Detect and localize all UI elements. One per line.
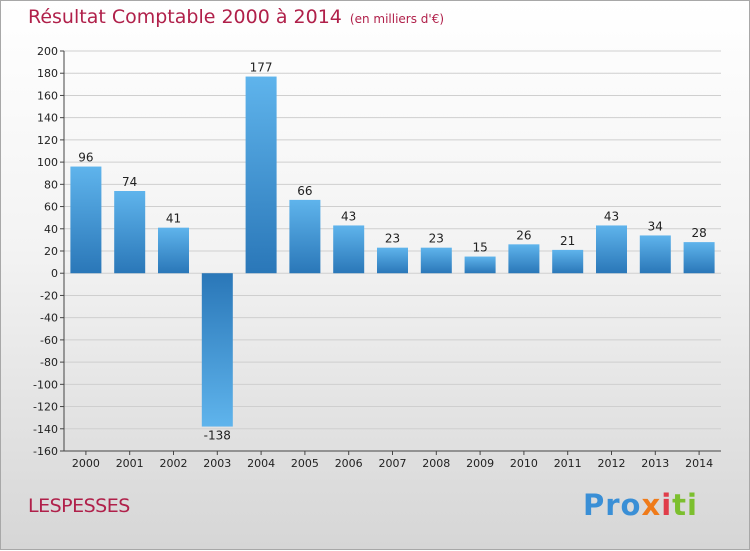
x-tick-label: 2011 <box>554 457 582 470</box>
logo-part-4: ti <box>672 488 698 522</box>
title-text: Résultat Comptable 2000 à 2014 <box>28 6 342 28</box>
x-tick-label: 2003 <box>203 457 231 470</box>
bars <box>70 76 715 427</box>
y-tick-label: -120 <box>33 401 58 414</box>
data-label: -138 <box>204 429 231 443</box>
y-tick-label: 200 <box>37 45 58 58</box>
y-tick-label: 40 <box>44 223 58 236</box>
bar-2006 <box>333 225 365 274</box>
bar-2013 <box>639 235 671 274</box>
data-label: 74 <box>122 175 137 189</box>
data-label: 26 <box>516 228 531 242</box>
y-tick-label: -160 <box>33 445 58 458</box>
bar-2009 <box>464 256 496 274</box>
y-tick-label: 100 <box>37 156 58 169</box>
y-tick-label: 80 <box>44 178 58 191</box>
x-tick-label: 2013 <box>641 457 669 470</box>
x-tick-label: 2008 <box>422 457 450 470</box>
chart-title: Résultat Comptable 2000 à 2014 (en millie… <box>28 6 444 28</box>
data-label: 28 <box>691 226 706 240</box>
x-tick-label: 2007 <box>379 457 407 470</box>
data-label: 66 <box>297 184 312 198</box>
logo-part-1: Pro <box>583 488 642 522</box>
data-labels: 96 74 41 -138 177 66 43 23 23 15 26 21 43 34 28 <box>78 61 706 443</box>
bar-2004 <box>245 76 277 274</box>
x-tick-label: 2000 <box>72 457 100 470</box>
x-tick-label: 2005 <box>291 457 319 470</box>
y-tick-label: -40 <box>40 312 58 325</box>
axes: 200180160140120100806040200-20-40-60-80-… <box>33 45 721 470</box>
bar-2002 <box>158 227 189 274</box>
commune-name: LESPESSES <box>28 495 130 517</box>
bar-2014 <box>683 242 715 274</box>
y-tick-label: -80 <box>40 356 58 369</box>
logo-part-3: i <box>661 488 673 522</box>
data-label: 23 <box>429 232 444 246</box>
y-tick-label: 0 <box>51 267 58 280</box>
bar-2010 <box>508 244 540 274</box>
y-tick-label: -20 <box>40 289 58 302</box>
data-label: 15 <box>472 241 487 255</box>
x-tick-label: 2001 <box>116 457 144 470</box>
bar-2001 <box>114 191 146 274</box>
y-tick-label: 20 <box>44 245 58 258</box>
proxiti-logo[interactable]: Proxiti <box>583 488 698 522</box>
data-label: 21 <box>560 234 575 248</box>
x-tick-label: 2006 <box>335 457 363 470</box>
data-label: 96 <box>78 151 93 165</box>
x-tick-label: 2012 <box>598 457 626 470</box>
x-tick-label: 2009 <box>466 457 494 470</box>
x-tick-label: 2014 <box>685 457 713 470</box>
y-tick-label: -100 <box>33 378 58 391</box>
x-tick-label: 2004 <box>247 457 275 470</box>
bar-2007 <box>377 247 408 274</box>
y-tick-label: 120 <box>37 134 58 147</box>
logo-part-2: x <box>641 488 662 522</box>
bar-2008 <box>420 247 452 274</box>
y-tick-label: 160 <box>37 89 58 102</box>
y-tick-label: 60 <box>44 201 58 214</box>
data-label: 43 <box>604 209 619 223</box>
data-label: 177 <box>250 61 273 75</box>
data-label: 23 <box>385 232 400 246</box>
bar-2011 <box>552 249 584 274</box>
bar-2012 <box>596 225 627 274</box>
x-tick-label: 2010 <box>510 457 538 470</box>
data-label: 41 <box>166 212 181 226</box>
data-label: 34 <box>648 219 663 233</box>
bar-2000 <box>70 166 102 274</box>
data-label: 43 <box>341 209 356 223</box>
x-tick-label: 2002 <box>160 457 188 470</box>
bar-2003 <box>201 273 233 427</box>
y-tick-label: 180 <box>37 67 58 80</box>
y-tick-label: -140 <box>33 423 58 436</box>
y-tick-label: -60 <box>40 334 58 347</box>
bar-2005 <box>289 199 321 274</box>
y-tick-label: 140 <box>37 112 58 125</box>
title-unit: (en milliers d'€) <box>349 12 445 26</box>
